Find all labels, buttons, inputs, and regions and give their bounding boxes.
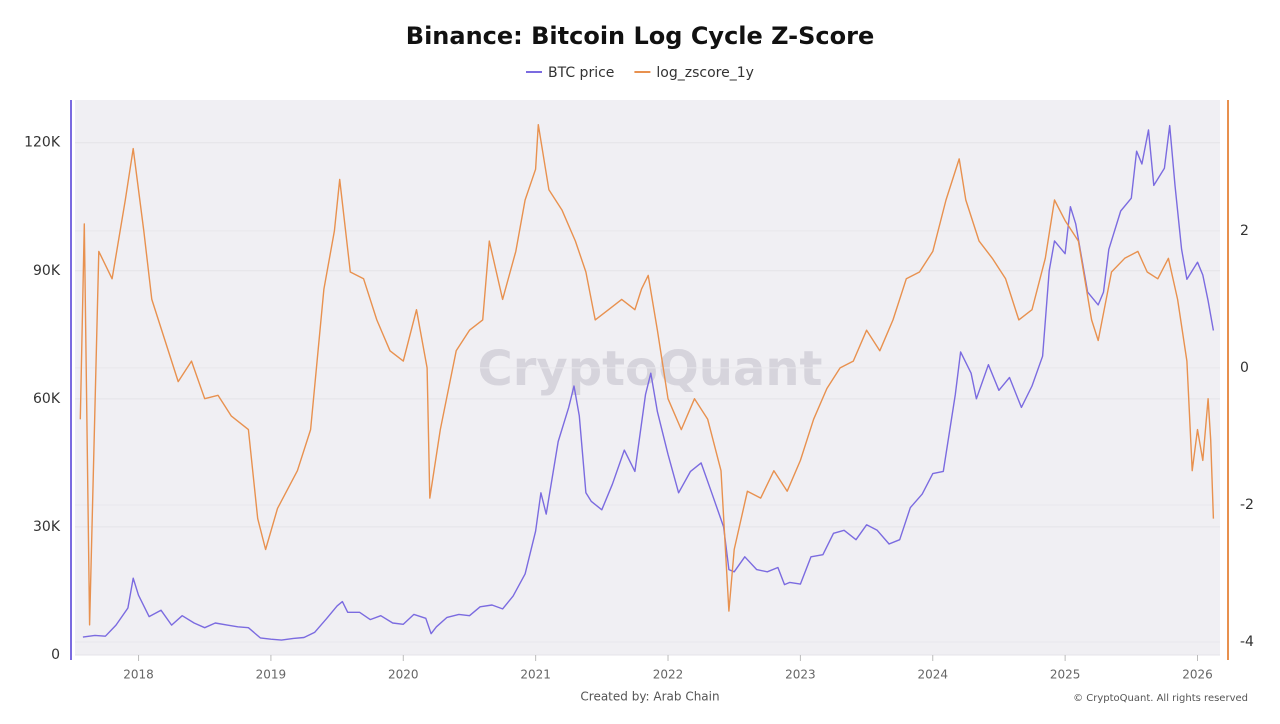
series-line [82, 124, 1215, 641]
legend-label: BTC price [548, 65, 614, 81]
x-tick-label: 2018 [123, 668, 154, 682]
y2-tick-label: -4 [1240, 634, 1254, 650]
credit: Created by: Arab Chain [580, 690, 719, 704]
y-tick-label: 90K [33, 263, 61, 279]
copyright: © CryptoQuant. All rights reserved [1073, 693, 1248, 704]
y2-tick-label: 0 [1240, 360, 1249, 376]
series-line [79, 124, 1215, 626]
y-tick-label: 0 [51, 647, 60, 663]
x-tick-label: 2021 [520, 668, 551, 682]
plot-area [75, 100, 1220, 655]
y-tick-label: 60K [33, 391, 61, 407]
y-tick-label: 30K [33, 519, 61, 535]
x-tick-label: 2019 [256, 668, 287, 682]
y2-tick-label: -2 [1240, 497, 1254, 513]
chart-title: Binance: Bitcoin Log Cycle Z-Score [406, 22, 874, 50]
watermark: CryptoQuant [478, 341, 823, 397]
legend-label: log_zscore_1y [656, 65, 754, 81]
x-tick-label: 2022 [653, 668, 684, 682]
x-tick-label: 2024 [917, 668, 948, 682]
y-tick-label: 120K [24, 135, 61, 151]
x-tick-label: 2020 [388, 668, 419, 682]
x-tick-label: 2023 [785, 668, 816, 682]
x-tick-label: 2025 [1050, 668, 1081, 682]
x-tick-label: 2026 [1182, 668, 1213, 682]
y2-tick-label: 2 [1240, 223, 1249, 239]
